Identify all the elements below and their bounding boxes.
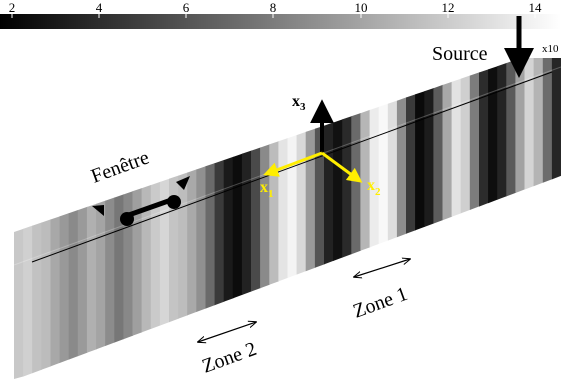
slab-stripe [551,58,561,180]
zone1-marker: Zone 1 [350,259,410,323]
slab-stripe [278,138,289,282]
slab-stripe [515,58,526,193]
slab-stripe [205,163,216,309]
slab-stripe [32,222,42,374]
slab-stripe [369,106,380,248]
slab-center-line [31,71,553,263]
slab-stripe [241,150,252,295]
slab-stripe [469,72,480,210]
colorbar-tick-label: 2 [9,0,16,15]
slab-stripe [132,188,143,336]
slab-stripe [68,209,79,360]
slab-stripe [251,147,261,292]
window-left-wheel [120,212,134,226]
slab-stripe [342,116,352,258]
slab-stripe [187,169,197,316]
colorbar-tick-label: 12 [442,0,455,15]
colorbar-tick-label: 8 [270,0,277,15]
colorbar-tick-label: 6 [183,0,190,15]
slab-stripe [497,62,507,200]
slab-stripe [479,69,489,207]
x2-arrow [321,151,363,183]
x3-axis: x3 [292,93,334,153]
slab-stripe [169,175,179,323]
colorbar-tick-label: 14 [529,0,543,15]
zone2-arrow [198,322,256,342]
colorbar-ticks [11,14,536,18]
slab-stripe [305,128,316,272]
slab-stripe [178,172,188,319]
slab-stripe [150,181,161,329]
colorbar: 2 4 6 8 10 12 14 x10 [0,0,561,55]
window-label: Fenêtre [88,146,152,187]
zone2-label: Zone 2 [199,338,259,378]
colorbar-tick-label: 4 [96,0,103,15]
window-right-wheel [167,195,181,209]
slab-stripe [196,166,207,312]
slab-stripe [14,228,24,379]
slab-stripe [442,81,453,221]
slab-stripe [269,141,279,285]
slab-stripe [406,94,416,234]
colorbar-tick-label: 10 [355,0,368,15]
slab-stripe [23,225,33,377]
slab-stripe [451,78,462,217]
slab-stripe [378,103,389,244]
x2-axis: x2 [321,151,381,198]
slab-stripe [488,66,498,204]
x1-arrow [263,151,323,177]
window-left-horn-icon [92,205,104,216]
slab-stripe [141,184,152,333]
slab-stripe [41,219,52,370]
slab-stripe [105,197,115,346]
slab-stripe [433,84,444,224]
slab-stripe [351,113,361,255]
slab-stripe [387,100,398,241]
window-bar [125,196,175,219]
slab-stripe [324,122,334,265]
zone2-marker: Zone 2 [198,322,259,378]
slab-stripe [223,156,234,302]
slab-stripe [232,153,243,299]
zone1-label: Zone 1 [350,283,410,323]
zone1-arrow [354,259,410,277]
slab-stripe [524,58,535,190]
slab-stripe [287,134,298,278]
slab-stripe [96,200,106,350]
slab-stripes [13,58,561,379]
source-label: Source [432,43,488,65]
slab-stripe [77,206,88,357]
source-marker: Source [432,16,534,78]
slab-stripe [333,119,343,261]
colorbar-gradient [0,14,561,29]
slab-stripe [214,159,225,306]
slab-stripe [314,125,325,268]
window-right-horn-icon [176,176,190,190]
slab-stripe [396,97,407,238]
x1-label: x1 [260,179,274,200]
slab-stripe [260,144,270,289]
x1-axis: x1 [260,151,323,200]
slab-stripe [542,58,553,183]
x2-label: x2 [367,177,381,198]
slab-stripe [415,91,425,231]
slab-stripe [50,216,61,367]
slab-stripe [86,203,97,353]
slab-stripe [506,59,516,197]
colorbar-exponent: x10 [542,43,559,55]
slab-stripe [424,88,434,227]
slab-stripe [159,178,170,326]
slab-stripe [533,58,544,187]
slab [13,58,561,379]
slab-stripe [460,75,471,214]
x3-label: x3 [292,93,306,113]
slab-stripe [360,109,371,251]
slab-stripe [59,213,70,363]
slab-stripe [296,131,307,275]
